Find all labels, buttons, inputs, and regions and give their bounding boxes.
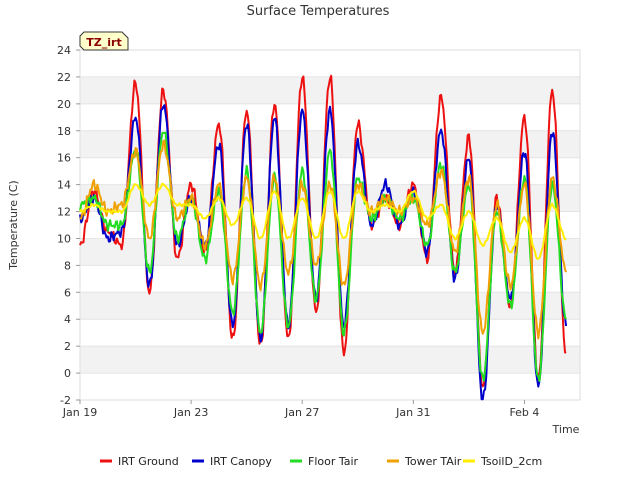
- y-tick-label: 10: [57, 232, 71, 245]
- chart-title: Surface Temperatures: [247, 4, 390, 19]
- grid-band: [80, 157, 580, 185]
- grid-band: [80, 50, 580, 77]
- x-tick-label: Jan 19: [62, 406, 97, 419]
- x-axis-title: Time: [552, 423, 580, 436]
- legend-label-tsoild-2cm: TsoilD_2cm: [480, 455, 542, 468]
- series-line-tower-tair: [79, 139, 568, 340]
- y-axis-title: Temperature (C): [7, 180, 20, 270]
- grid-band: [80, 373, 580, 400]
- y-tick-label: -2: [60, 394, 71, 407]
- x-tick-label: Jan 23: [173, 406, 208, 419]
- legend-label-irt-ground: IRT Ground: [118, 455, 179, 468]
- y-tick-label: 8: [64, 259, 71, 272]
- grid-band: [80, 346, 580, 374]
- y-tick-label: 18: [57, 125, 71, 138]
- legend-label-floor-tair: Floor Tair: [308, 455, 359, 468]
- station-badge: TZ_irt: [79, 31, 129, 51]
- plot-frame: [79, 49, 581, 401]
- y-tick-label: 24: [57, 44, 71, 57]
- grid-band: [80, 238, 580, 266]
- x-tick-label: Jan 27: [284, 406, 319, 419]
- y-tick-label: 6: [64, 286, 71, 299]
- grid-band: [80, 211, 580, 239]
- legend-label-irt-canopy: IRT Canopy: [210, 455, 272, 468]
- grid-band: [80, 265, 580, 293]
- x-tick-label: Feb 4: [509, 406, 539, 419]
- grid-bands: [80, 49, 580, 401]
- y-tick-label: 22: [57, 71, 71, 84]
- y-tick-label: 4: [64, 313, 71, 326]
- legend-label-tower-tair: Tower TAir: [404, 455, 462, 468]
- grid-band: [80, 130, 580, 158]
- plot-lines: [79, 74, 568, 401]
- y-tick-label: 12: [57, 206, 71, 219]
- series-line-tsoild-2cm: [79, 182, 567, 260]
- y-tick-label: 20: [57, 98, 71, 111]
- y-tick-label: 2: [64, 340, 71, 353]
- grid-band: [80, 319, 580, 347]
- grid-band: [80, 292, 580, 320]
- badge-label: TZ_irt: [86, 36, 121, 49]
- badge-box: [79, 31, 129, 51]
- y-tick-label: 16: [57, 152, 71, 165]
- y-tick-label: 14: [57, 179, 71, 192]
- y-tick-label: 0: [64, 367, 71, 380]
- x-tick-label: Jan 31: [395, 406, 430, 419]
- x-axis: Jan 19 Jan 23 Jan 27 Jan 31 Feb 4: [62, 400, 539, 419]
- legend: IRT Ground IRT Canopy Floor Tair Tower TAir…: [100, 455, 542, 468]
